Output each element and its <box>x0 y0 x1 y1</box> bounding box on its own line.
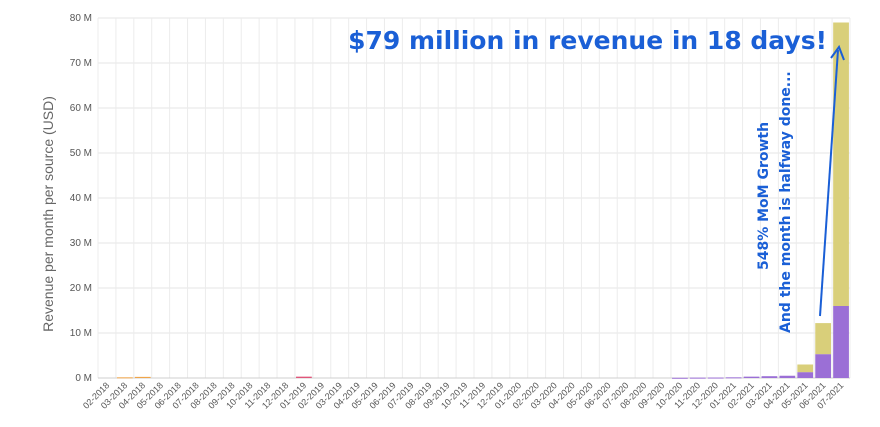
y-tick-label: 0 M <box>75 373 92 384</box>
y-tick-label: 60 M <box>70 103 92 114</box>
bar-segment <box>707 377 724 379</box>
grid-lines <box>97 17 851 379</box>
bar-segment <box>833 22 849 306</box>
y-tick-label: 80 M <box>70 13 92 24</box>
x-axis-ticks: 02-201803-201804-201805-201806-201807-20… <box>81 380 846 410</box>
bar-segment <box>779 375 796 378</box>
annotation-arrow <box>819 44 845 317</box>
y-axis-ticks: 0 M 10 M 20 M 30 M 40 M 50 M 60 M 70 M 80 M <box>70 13 92 384</box>
bar-segment <box>296 376 312 378</box>
y-tick-label: 40 M <box>70 193 92 204</box>
headline-annotation: $79 million in revenue in 18 days! <box>348 26 827 55</box>
bar-segment <box>815 354 832 378</box>
bar-segment <box>743 376 760 378</box>
bar-segment <box>689 377 706 379</box>
y-tick-label: 10 M <box>70 328 92 339</box>
y-tick-label: 50 M <box>70 148 92 159</box>
growth-annotation: 548% MoM Growth <box>756 122 772 270</box>
bar-segment <box>725 377 742 379</box>
bar-segment <box>672 377 688 379</box>
bar-segment <box>797 372 814 378</box>
y-tick-label: 30 M <box>70 238 92 249</box>
bar-segment <box>116 377 133 379</box>
y-axis-label: Revenue per month per source (USD) <box>40 96 56 332</box>
bar-segment <box>833 306 849 378</box>
bar-segment <box>761 376 778 378</box>
bar-segment <box>797 364 814 373</box>
y-tick-label: 70 M <box>70 58 92 69</box>
bars <box>116 22 849 379</box>
halfway-annotation: And the month is halfway done... <box>778 71 794 333</box>
bar-segment <box>815 323 832 355</box>
bar-segment <box>134 376 151 378</box>
y-tick-label: 20 M <box>70 283 92 294</box>
